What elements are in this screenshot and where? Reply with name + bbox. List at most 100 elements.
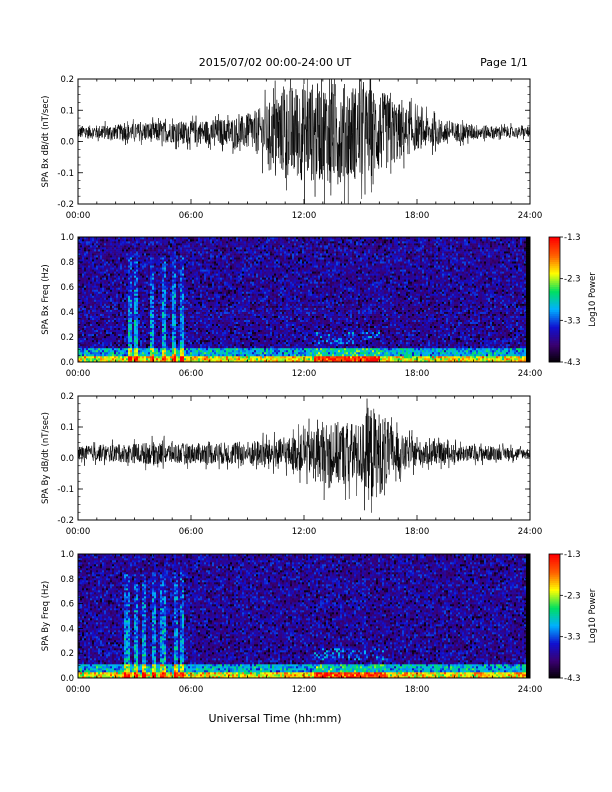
spectrogram-cell	[220, 312, 222, 314]
spectrogram-cell	[184, 318, 186, 320]
spectrogram-cell	[194, 243, 196, 245]
spectrogram-cell	[134, 326, 136, 328]
spectrogram-cell	[148, 275, 150, 277]
spectrogram-cell	[96, 297, 98, 299]
spectrogram-cell	[158, 247, 160, 249]
spectrogram-cell	[130, 312, 132, 314]
spectrogram-cell	[208, 279, 210, 281]
spectrogram-cell	[136, 302, 138, 304]
spectrogram-cell	[180, 322, 182, 324]
spectrogram-cell	[164, 324, 166, 326]
spectrogram-cell	[220, 283, 222, 285]
spectrogram-cell	[196, 251, 198, 253]
spectrogram-cell	[146, 322, 148, 324]
spectrogram-cell	[170, 354, 172, 356]
spectrogram-cell	[190, 302, 192, 304]
spectrogram-cell	[226, 332, 228, 334]
spectrogram-cell	[132, 334, 134, 336]
spectrogram-cell	[110, 249, 112, 251]
spectrogram-cell	[182, 257, 184, 259]
spectrogram-cell	[94, 259, 96, 261]
spectrogram-cell	[206, 328, 208, 330]
spectrogram-cell	[136, 310, 138, 312]
spectrogram-cell	[230, 291, 232, 293]
spectrogram-cell	[212, 291, 214, 293]
spectrogram-cell	[84, 354, 86, 356]
spectrogram-cell	[182, 334, 184, 336]
spectrogram-cell	[160, 249, 162, 251]
spectrogram-cell	[128, 247, 130, 249]
spectrogram-cell	[178, 344, 180, 346]
spectrogram-cell	[144, 277, 146, 279]
spectrogram-cell	[124, 291, 126, 293]
spectrogram-cell	[186, 261, 188, 263]
spectrogram-cell	[88, 269, 90, 271]
spectrogram-cell	[88, 289, 90, 291]
spectrogram-cell	[128, 310, 130, 312]
spectrogram-cell	[128, 259, 130, 261]
spectrogram-cell	[102, 249, 104, 251]
spectrogram-cell	[154, 354, 156, 356]
spectrogram-cell	[202, 243, 204, 245]
spectrogram-cell	[120, 251, 122, 253]
spectrogram-cell	[110, 293, 112, 295]
spectrogram-cell	[186, 269, 188, 271]
spectrogram-cell	[170, 310, 172, 312]
spectrogram-cell	[92, 306, 94, 308]
spectrogram-cell	[80, 257, 82, 259]
spectrogram-cell	[116, 322, 118, 324]
spectrogram-cell	[148, 326, 150, 328]
spectrogram-cell	[170, 293, 172, 295]
spectrogram-cell	[102, 318, 104, 320]
spectrogram-cell	[156, 267, 158, 269]
spectrogram-cell	[194, 354, 196, 356]
spectrogram-cell	[204, 297, 206, 299]
spectrogram-cell	[132, 330, 134, 332]
spectrogram-cell	[112, 358, 114, 360]
spectrogram-cell	[220, 255, 222, 257]
spectrogram-cell	[172, 249, 174, 251]
spectrogram-cell	[148, 354, 150, 356]
spectrogram-cell	[92, 310, 94, 312]
spectrogram-cell	[142, 297, 144, 299]
spectrogram-cell	[130, 265, 132, 267]
spectrogram-cell	[164, 297, 166, 299]
spectrogram-cell	[82, 324, 84, 326]
spectrogram-cell	[200, 251, 202, 253]
spectrogram-cell	[158, 241, 160, 243]
spectrogram-cell	[228, 330, 230, 332]
spectrogram-cell	[122, 279, 124, 281]
spectrogram-cell	[192, 332, 194, 334]
spectrogram-cell	[112, 336, 114, 338]
spectrogram-cell	[138, 243, 140, 245]
spectrogram-cell	[126, 316, 128, 318]
spectrogram-cell	[194, 241, 196, 243]
spectrogram-cell	[196, 263, 198, 265]
spectrogram-cell	[124, 247, 126, 249]
spectrogram-cell	[162, 275, 164, 277]
spectrogram-cell	[118, 308, 120, 310]
spectrogram-cell	[156, 340, 158, 342]
spectrogram-cell	[154, 332, 156, 334]
spectrogram-cell	[106, 293, 108, 295]
spectrogram-cell	[164, 249, 166, 251]
spectrogram-cell	[148, 277, 150, 279]
spectrogram-cell	[162, 269, 164, 271]
spectrogram-cell	[110, 259, 112, 261]
spectrogram-cell	[168, 245, 170, 247]
spectrogram-cell	[142, 263, 144, 265]
spectrogram-cell	[168, 293, 170, 295]
spectrogram-cell	[86, 316, 88, 318]
spectrogram-cell	[112, 263, 114, 265]
spectrogram-cell	[92, 293, 94, 295]
spectrogram-cell	[170, 285, 172, 287]
spectrogram-cell	[80, 265, 82, 267]
y-tick-label: -0.2	[57, 200, 74, 210]
spectrogram-cell	[204, 306, 206, 308]
spectrogram-cell	[184, 297, 186, 299]
spectrogram-cell	[122, 358, 124, 360]
spectrogram-cell	[164, 275, 166, 277]
spectrogram-cell	[104, 259, 106, 261]
spectrogram-cell	[166, 295, 168, 297]
spectrogram-cell	[218, 344, 220, 346]
